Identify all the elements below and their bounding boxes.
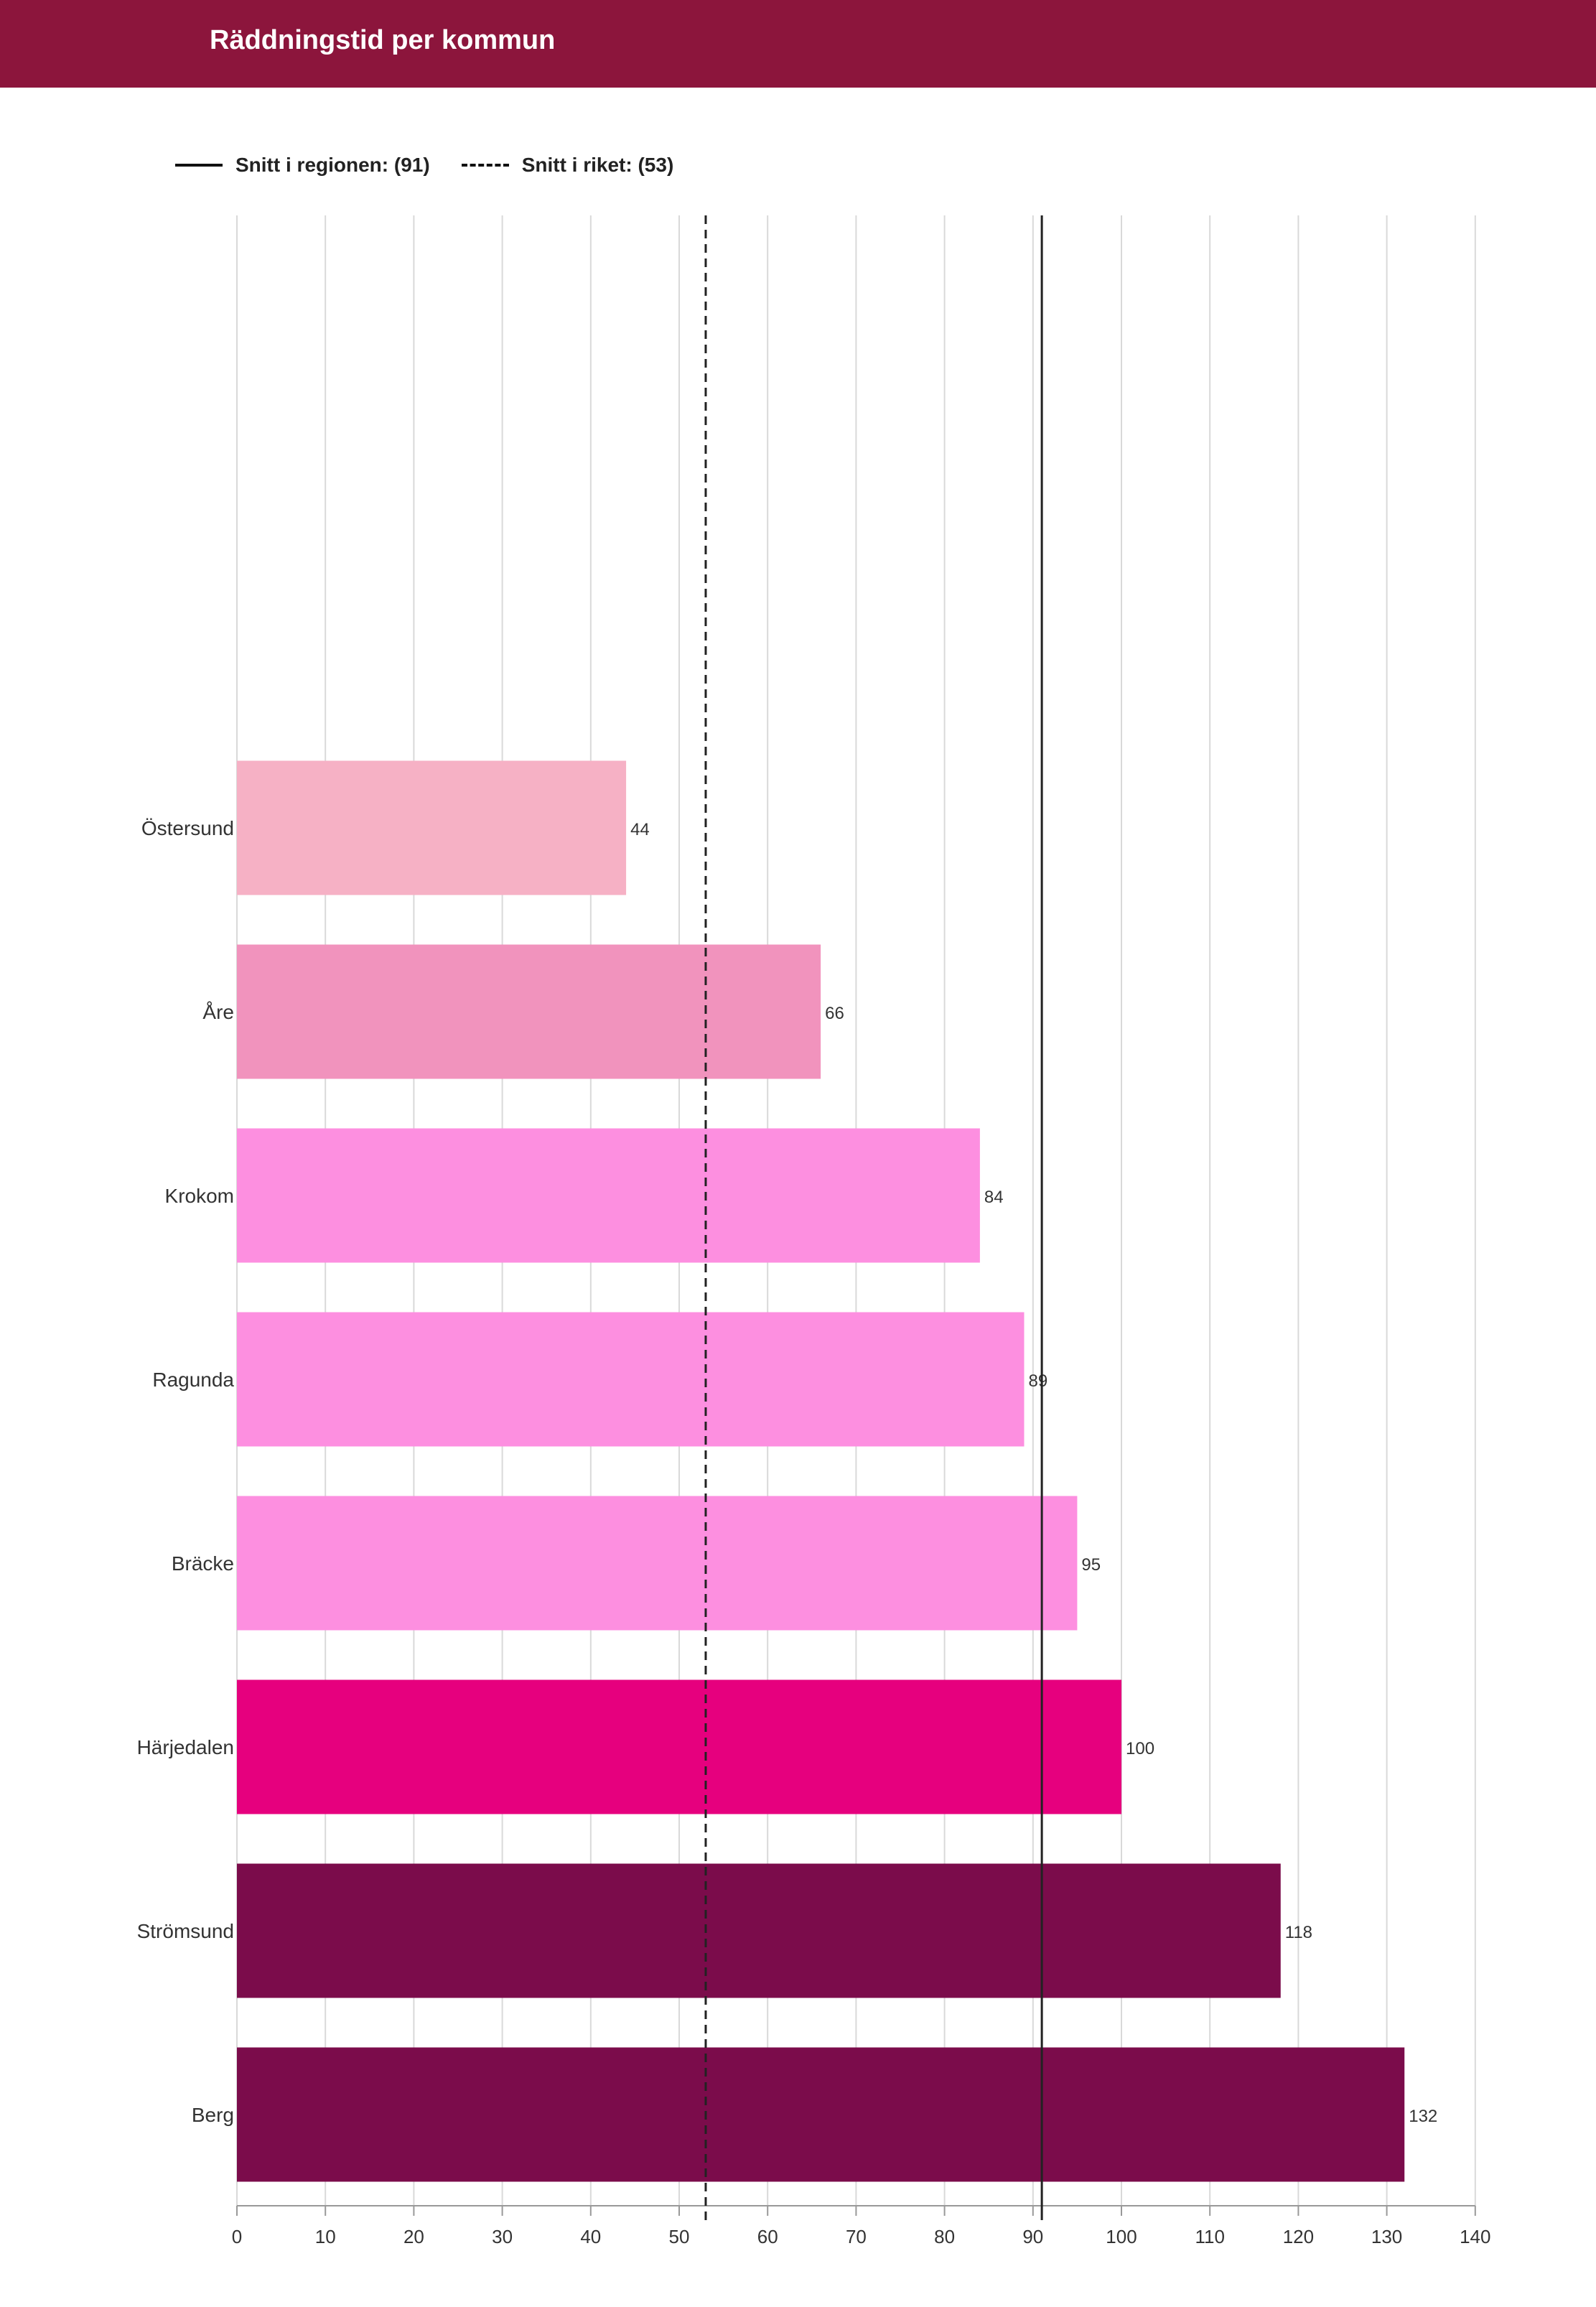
category-label: Ragunda	[152, 1369, 234, 1391]
bar	[237, 1496, 1078, 1631]
category-label: Strömsund	[137, 1920, 234, 1942]
category-label: Härjedalen	[137, 1736, 234, 1758]
x-tick-label: 50	[669, 2226, 690, 2247]
category-label: Åre	[202, 1001, 234, 1023]
bar	[237, 1312, 1025, 1447]
data-label: 84	[984, 1188, 1004, 1207]
x-tick-label: 120	[1283, 2226, 1314, 2247]
x-tick-label: 90	[1022, 2226, 1043, 2247]
x-tick-label: 30	[492, 2226, 513, 2247]
solid-line-icon	[175, 164, 223, 167]
data-label: 66	[825, 1004, 844, 1023]
bar	[237, 944, 821, 1079]
data-label: 118	[1285, 1923, 1312, 1942]
bar	[237, 1679, 1121, 1814]
data-label: 89	[1028, 1371, 1047, 1391]
bar	[237, 1128, 980, 1263]
x-tick-label: 140	[1460, 2226, 1490, 2247]
category-label: Bräcke	[172, 1552, 234, 1575]
data-label: 132	[1409, 2107, 1437, 2126]
legend-item-national[interactable]: Snitt i riket: (53)	[461, 154, 674, 177]
data-label: 100	[1126, 1739, 1154, 1758]
data-label: 44	[630, 820, 650, 839]
header-bar: Räddningstid per kommun	[0, 0, 1596, 88]
x-tick-label: 10	[315, 2226, 336, 2247]
x-tick-label: 80	[934, 2226, 955, 2247]
x-tick-label: 40	[580, 2226, 601, 2247]
x-tick-label: 60	[757, 2226, 778, 2247]
x-tick-label: 100	[1106, 2226, 1137, 2247]
legend-label-regional: Snitt i regionen: (91)	[235, 154, 430, 176]
data-label: 95	[1081, 1555, 1101, 1575]
legend-item-regional[interactable]: Snitt i regionen: (91)	[175, 154, 430, 177]
x-tick-label: 0	[232, 2226, 242, 2247]
bar	[237, 1863, 1281, 1998]
x-tick-label: 70	[846, 2226, 867, 2247]
category-label: Berg	[192, 2104, 234, 2126]
bar	[237, 760, 627, 895]
category-label: Östersund	[141, 817, 234, 839]
chart-title: Räddningstid per kommun	[210, 25, 556, 55]
bar	[237, 2047, 1405, 2182]
category-label: Krokom	[165, 1185, 234, 1207]
x-tick-label: 110	[1195, 2226, 1224, 2247]
x-tick-label: 20	[403, 2226, 424, 2247]
legend: Snitt i regionen: (91) Snitt i riket: (5…	[175, 147, 705, 183]
x-tick-label: 130	[1371, 2226, 1402, 2247]
legend-label-national: Snitt i riket: (53)	[521, 154, 674, 176]
dashed-line-icon	[461, 164, 509, 167]
